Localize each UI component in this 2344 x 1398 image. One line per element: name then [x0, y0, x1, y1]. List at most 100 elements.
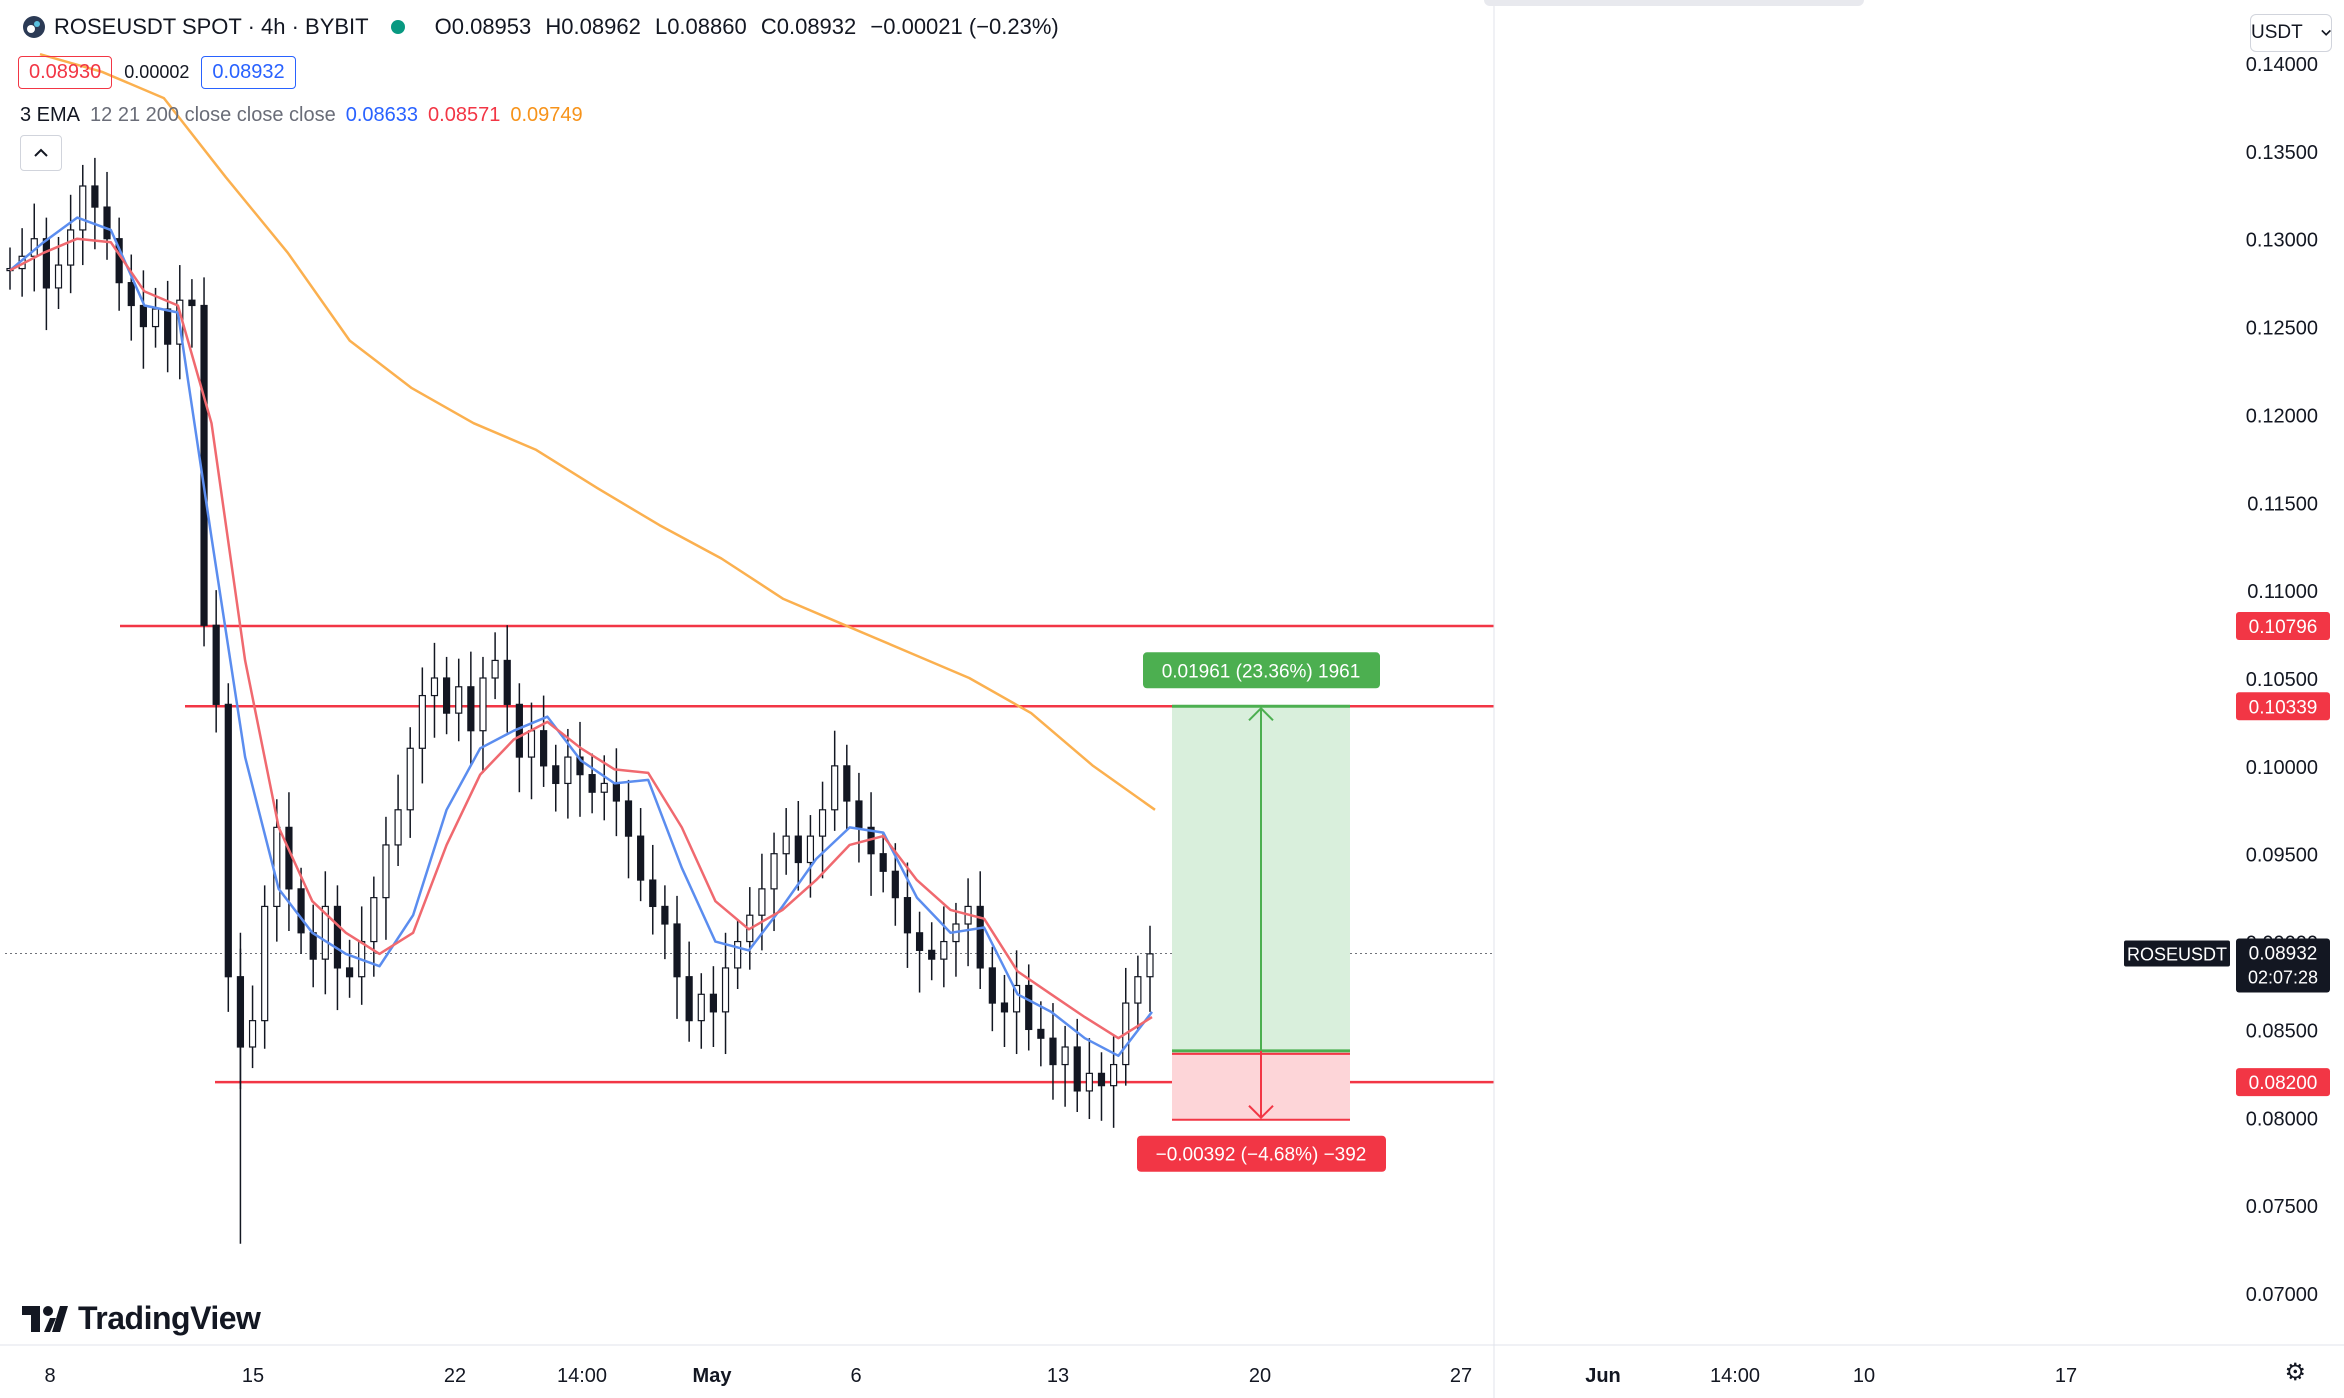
candle-body: [212, 624, 220, 705]
level-price-tag: [2236, 611, 2330, 640]
brand-name: TradingView: [78, 1300, 261, 1336]
candle-body: [1073, 1046, 1081, 1092]
candle-body: [855, 800, 863, 828]
profit-arrowhead: [1248, 706, 1274, 721]
candle-body: [673, 923, 681, 978]
symbol-tag-label: ROSEUSDT: [2127, 945, 2227, 965]
candle-body: [127, 282, 135, 307]
profit-label: 0.01961 (23.36%) 1961: [1162, 661, 1361, 682]
candle-body: [661, 905, 669, 925]
time-tick-label: 13: [1047, 1365, 1069, 1387]
level-price-tag: [2236, 1068, 2330, 1097]
price-tick-label: 0.10000: [2246, 757, 2318, 779]
candle-body: [309, 932, 317, 960]
time-tick-label: May: [693, 1365, 733, 1387]
candle-body: [649, 879, 657, 908]
chevron-up-icon: [34, 148, 48, 157]
trade-prices: 0.08930 0.00002 0.08932: [18, 56, 296, 89]
price-tick-label: 0.11500: [2247, 493, 2318, 515]
candle-body: [54, 264, 63, 289]
price-tick-label: 0.11000: [2247, 581, 2318, 603]
candle-body: [164, 308, 172, 345]
candle-body: [1097, 1072, 1106, 1087]
ema-indicator-legend[interactable]: 3 EMA 12 21 200 close close close 0.0863…: [20, 104, 583, 127]
candle-body: [782, 835, 790, 855]
level-price-label: 0.10339: [2249, 697, 2318, 718]
candle-body: [1134, 976, 1142, 1004]
price-tick-label: 0.13500: [2246, 142, 2318, 164]
candle-body: [406, 747, 414, 811]
chevron-down-icon: [2320, 29, 2331, 36]
candle-body: [151, 308, 160, 328]
candle-body: [831, 765, 839, 811]
candle-body: [879, 853, 887, 872]
price-tick-label: 0.07500: [2246, 1196, 2318, 1218]
candle-body: [515, 703, 523, 758]
tradingview-logo[interactable]: TradingView: [22, 1300, 261, 1337]
price-tick-label: 0.07000: [2246, 1284, 2318, 1306]
candle-body: [1049, 1037, 1057, 1066]
currency-selector[interactable]: USDT: [2250, 14, 2332, 52]
candle-body: [976, 905, 984, 969]
time-tick-label: Jun: [1585, 1365, 1621, 1387]
candle-body: [67, 229, 75, 266]
candle-body: [527, 730, 536, 758]
candle-body: [91, 185, 99, 208]
candle-body: [382, 844, 390, 899]
candle-body: [721, 967, 730, 1013]
time-tick-label: 17: [2055, 1365, 2077, 1387]
time-tick-label: 10: [1853, 1365, 1875, 1387]
currency-label: USDT: [2251, 22, 2303, 43]
candle-body: [709, 993, 718, 1013]
spread-value: 0.00002: [124, 62, 190, 82]
time-tick-label: 20: [1249, 1365, 1271, 1387]
symbol-title[interactable]: ROSEUSDT SPOT · 4h · BYBIT: [54, 14, 369, 39]
candle-body: [624, 800, 633, 837]
candle-body: [552, 765, 560, 785]
candle-body: [394, 809, 402, 846]
ohlc-values: O0.08953 H0.08962 L0.08860 C0.08932 −0.0…: [434, 14, 1059, 39]
collapse-legend-button[interactable]: [20, 135, 62, 171]
top-toolbar-handle[interactable]: [1484, 0, 1864, 6]
candle-body: [758, 888, 766, 916]
sell-button[interactable]: 0.08930: [18, 56, 113, 89]
price-tick-label: 0.09500: [2246, 845, 2318, 867]
candle-body: [297, 888, 305, 934]
candle-body: [248, 1020, 257, 1048]
candle-body: [928, 949, 936, 960]
candle-body: [540, 730, 548, 767]
candle-body: [345, 967, 354, 978]
buy-button[interactable]: 0.08932: [201, 56, 296, 89]
price-tick-label: 0.08000: [2246, 1108, 2318, 1130]
time-tick-label: 15: [242, 1365, 264, 1387]
candle-body: [588, 774, 596, 793]
candle-body: [697, 993, 705, 1022]
ema-line-2: [9, 237, 1153, 1040]
market-status-icon: [390, 20, 405, 34]
loss-label-box: [1137, 1135, 1386, 1172]
ema12-value: 0.08633: [345, 104, 419, 126]
settings-icon[interactable]: ⚙: [2284, 1359, 2306, 1386]
time-tick-label: 14:00: [557, 1365, 607, 1387]
candle-body: [261, 905, 269, 1022]
level-price-label: 0.10796: [2249, 617, 2318, 638]
candle-body: [843, 765, 851, 802]
candle-body: [806, 835, 815, 864]
candle-body: [818, 809, 827, 837]
price-tick-label: 0.10500: [2246, 669, 2318, 691]
time-tick-label: 14:00: [1710, 1365, 1760, 1387]
candle-body: [637, 835, 645, 881]
current-price-label: 0.08932: [2249, 944, 2318, 965]
price-tick-label: 0.08500: [2246, 1020, 2318, 1042]
candle-body: [479, 677, 487, 732]
candle-body: [915, 932, 924, 951]
candle-body: [612, 782, 620, 802]
candle-body: [1025, 984, 1033, 1031]
level-price-tag: [2236, 692, 2330, 721]
candle-body: [103, 206, 111, 240]
candle-body: [903, 897, 912, 934]
candle-body: [770, 853, 778, 890]
candle-body: [370, 897, 378, 943]
candle-body: [273, 826, 281, 908]
